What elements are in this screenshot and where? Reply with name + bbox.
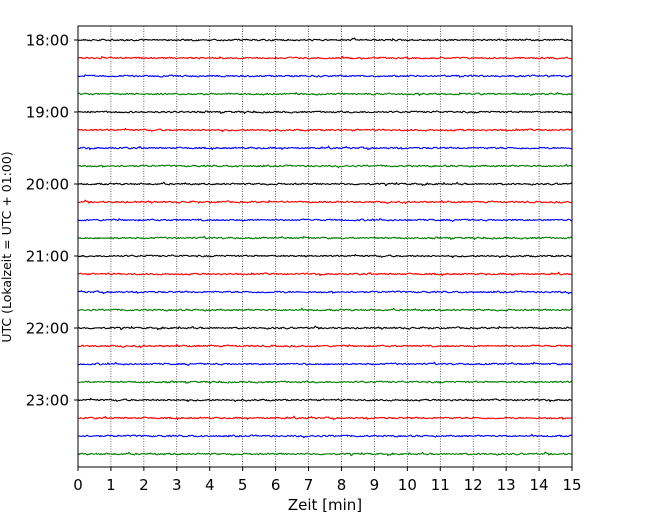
x-axis: 0 1 2 3 4 5 6 7 8 9 10 11 12 13 14 15	[73, 467, 582, 494]
x-tick-label-10: 10	[398, 476, 417, 494]
x-tick-label-2: 2	[139, 476, 149, 494]
trace-2230	[77, 361, 573, 367]
x-tick-label-8: 8	[337, 476, 347, 494]
y-tick-label-2: 20:00	[26, 176, 69, 194]
trace-2145	[77, 307, 573, 312]
trace-2300	[77, 397, 573, 403]
trace-2045	[77, 235, 573, 240]
x-tick-label-7: 7	[304, 476, 314, 494]
y-axis-label: UTC (Lokalzeit = UTC + 01:00)	[0, 151, 14, 342]
y-tick-label-4: 22:00	[26, 320, 69, 338]
trace-2130	[77, 290, 573, 295]
trace-2015	[77, 199, 573, 205]
seismic-traces	[77, 37, 573, 457]
x-tick-label-13: 13	[497, 476, 516, 494]
trace-1915	[77, 127, 573, 133]
trace-1845	[77, 91, 573, 97]
x-tick-label-5: 5	[238, 476, 248, 494]
plot-frame	[77, 25, 573, 468]
y-tick-label-0: 18:00	[26, 32, 69, 50]
x-tick-label-0: 0	[73, 476, 83, 494]
trace-1800	[77, 37, 573, 42]
x-tick-label-4: 4	[205, 476, 215, 494]
x-tick-label-1: 1	[106, 476, 116, 494]
x-tick-label-9: 9	[370, 476, 380, 494]
y-axis: 18:00 19:00 20:00 21:00 22:00 23:00	[26, 32, 78, 410]
x-tick-label-14: 14	[530, 476, 549, 494]
trace-1830	[77, 74, 573, 78]
x-tick-label-15: 15	[562, 476, 581, 494]
trace-2030	[77, 218, 573, 223]
trace-1930	[77, 145, 573, 151]
x-axis-label: Zeit [min]	[288, 496, 362, 514]
grid-lines	[110, 26, 540, 467]
y-tick-label-3: 21:00	[26, 248, 69, 266]
trace-2200	[77, 325, 573, 331]
x-tick-label-11: 11	[431, 476, 450, 494]
x-tick-label-3: 3	[172, 476, 182, 494]
trace-2215	[77, 344, 573, 349]
y-tick-label-5: 23:00	[26, 392, 69, 410]
trace-1900	[77, 110, 573, 114]
x-tick-label-12: 12	[464, 476, 483, 494]
trace-2100	[77, 253, 573, 259]
y-tick-label-1: 19:00	[26, 104, 69, 122]
x-tick-label-6: 6	[271, 476, 281, 494]
trace-2245	[77, 380, 573, 384]
trace-2000	[77, 181, 573, 187]
trace-2315	[77, 415, 573, 421]
trace-2330	[77, 433, 573, 439]
trace-2345	[77, 451, 573, 457]
trace-1945	[77, 163, 573, 169]
trace-1815	[77, 55, 573, 60]
trace-2115	[77, 271, 573, 277]
